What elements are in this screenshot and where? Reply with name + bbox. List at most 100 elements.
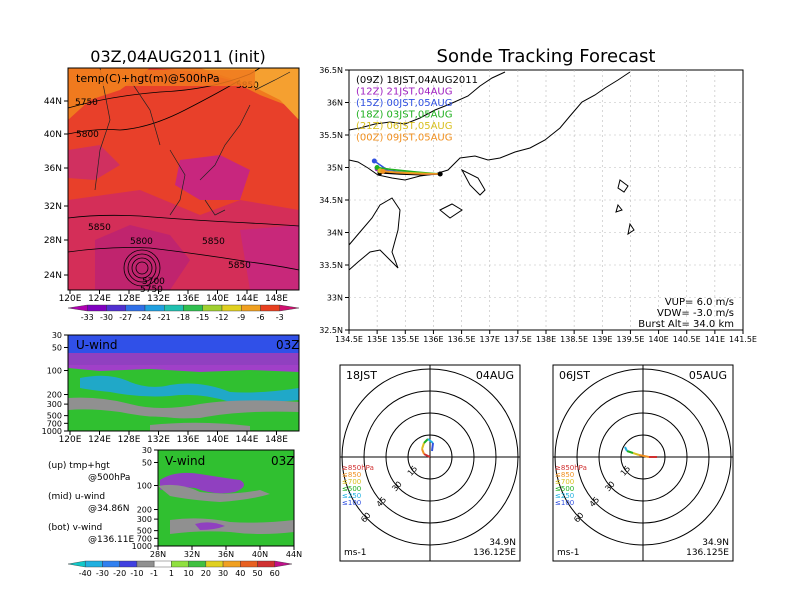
param-vup: VUP= 6.0 m/s [665, 297, 734, 308]
uwind-panel: U-wind 03Z [67, 334, 300, 432]
colorbar-label: 40 [235, 569, 245, 578]
lat-tick-label: 28N [44, 236, 62, 246]
polar-unit: ms-1 [344, 548, 366, 558]
pressure-tick-label: 500 [47, 412, 62, 421]
lon-tick-label: 148E [265, 294, 288, 304]
lat-tick-label: 40N [252, 550, 268, 559]
lon-tick-label: 148E [265, 435, 288, 445]
colorbar-swatch [241, 304, 261, 312]
lon-tick-label: 137E [480, 335, 500, 344]
colorbar-swatch [144, 304, 165, 312]
level-legend-entry: ≤250 [555, 492, 574, 500]
hodograph-segment [423, 453, 431, 458]
contour-label: 5800 [130, 237, 153, 247]
colorbar-swatch [202, 304, 223, 312]
pressure-tick-label: 300 [137, 515, 152, 524]
colorbar-swatch [87, 304, 107, 312]
lon-tick-label: 140E [648, 335, 668, 344]
lon-tick-label: 138E [536, 335, 556, 344]
colorbar-swatch [153, 560, 172, 568]
colorbar-swatch [205, 560, 224, 568]
colorbar-swatch [67, 304, 88, 312]
lon-tick-label: 137.5E [504, 335, 532, 344]
lat-tick-label: 44N [286, 550, 302, 559]
colorbar-label: -6 [257, 313, 265, 322]
lat-tick-label: 33.5N [319, 261, 343, 270]
colorbar-swatch [125, 304, 146, 312]
colorbar-swatch [279, 304, 300, 312]
hodograph-segment [421, 442, 425, 450]
run-legend-entry: (18Z) 03JST,05AUG [356, 110, 453, 121]
legend-up: (up) tmp+hgt [48, 461, 110, 471]
colorbar-swatch [171, 560, 189, 568]
colorbar-label: 50 [252, 569, 262, 578]
lon-tick-label: 134.5E [335, 335, 363, 344]
polar-lon: 136.125E [473, 548, 516, 558]
launch-point [437, 171, 443, 177]
lat-tick-label: 35.5N [319, 131, 343, 140]
hodograph-segment [624, 446, 628, 452]
colorbar-label: 1 [169, 569, 174, 578]
colorbar-swatch [240, 560, 258, 568]
run-legend-entry: (21Z) 06JST,05AUG [356, 121, 453, 132]
hodograph-segment [632, 452, 640, 456]
lon-tick-label: 144E [236, 435, 259, 445]
lon-tick-label: 135E [367, 335, 387, 344]
level-legend-entry: ≤100 [342, 499, 361, 507]
lon-tick-label: 132E [147, 435, 170, 445]
colorbar-temperature: -33 -30 -27 -24 -21 -18 -15 -12 -9 -6 -3 [67, 304, 300, 322]
contour-label: 5850 [202, 237, 225, 247]
colorbar-label: -9 [237, 313, 245, 322]
colorbar-label: -18 [177, 313, 190, 322]
colorbar-swatch [222, 560, 241, 568]
lat-tick-label: 36N [327, 99, 343, 108]
colorbar-swatch [119, 560, 138, 568]
lon-axis: 120E 124E 128E 132E 136E 140E 144E 148E [59, 290, 288, 304]
colorbar-swatch [183, 304, 203, 312]
contour-label: 5800 [76, 130, 99, 140]
landing-point [371, 158, 377, 164]
pressure-tick-label: 200 [137, 506, 152, 515]
lat-tick-label: 32.5N [319, 326, 343, 335]
pressure-tick-label: 300 [47, 400, 62, 409]
colorbar-label: -15 [196, 313, 209, 322]
lon-tick-label: 124E [88, 294, 111, 304]
temperature-map: 5750 5850 5800 5850 5800 5850 5850 5700 … [67, 67, 300, 295]
level-legend-entry: ≤250 [342, 492, 361, 500]
pressure-tick-label: 700 [47, 419, 62, 428]
run-legend: (09Z) 18JST,04AUG2011(12Z) 21JST,04AUG(1… [356, 75, 478, 144]
colorbar-swatch [188, 560, 207, 568]
lon-tick-label: 128E [118, 435, 141, 445]
pressure-tick-label: 30 [142, 446, 152, 455]
colorbar-label: -21 [158, 313, 171, 322]
pressure-tick-label: 1000 [132, 542, 152, 551]
vwind-label: V-wind [165, 454, 205, 468]
colorbar-swatch [67, 560, 86, 568]
colorbar-label: -30 [96, 569, 109, 578]
lat-axis-track: 36.5N 36N 35.5N 35N 34.5N 34N 33.5N 33N 32.5N [319, 66, 349, 335]
level-legend-entry: ≤100 [555, 499, 574, 507]
level-legend-entry: ≤700 [342, 478, 361, 486]
level-legend-entry: ≤500 [342, 485, 361, 493]
level-legend-entry: ≤700 [555, 478, 574, 486]
colorbar-label: 30 [218, 569, 228, 578]
colorbar-label: -12 [215, 313, 228, 322]
legend-bot: (bot) v-wind [48, 523, 102, 533]
vwind-panel: V-wind 03Z [157, 449, 295, 547]
param-vdw: VDW= -3.0 m/s [657, 308, 734, 319]
colorbar-label: 20 [201, 569, 211, 578]
pressure-tick-label: 50 [52, 343, 62, 352]
lon-axis-track: 134.5E 135E 135.5E 136E 136.5E 137E 137.5E 138E… [335, 330, 757, 344]
lat-tick-label: 40N [44, 130, 62, 140]
run-legend-entry: (12Z) 21JST,04AUG [356, 87, 453, 98]
level-legend-entry: ≤500 [555, 485, 574, 493]
colorbar-label: -33 [81, 313, 94, 322]
pressure-tick-label: 1000 [42, 427, 62, 436]
right-title: Sonde Tracking Forecast [437, 46, 656, 67]
colorbar-label: -10 [130, 569, 143, 578]
left-title: 03Z,04AUG2011 (init) [90, 47, 265, 66]
hodograph-segment [427, 438, 434, 444]
